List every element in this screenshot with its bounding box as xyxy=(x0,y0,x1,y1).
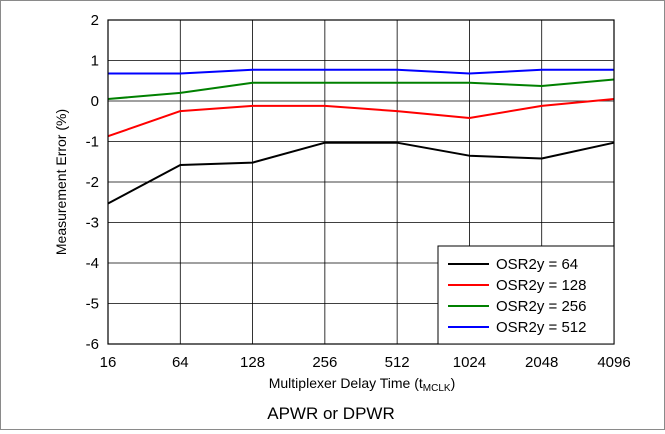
x-axis-title-subscript: MCLK xyxy=(423,383,451,394)
x-axis-title-end: ) xyxy=(451,375,456,391)
y-tick-label: -5 xyxy=(86,296,99,313)
y-tick-label: -1 xyxy=(86,134,99,151)
y-tick-label: 0 xyxy=(91,93,99,110)
x-axis-title: Multiplexer Delay Time (tMCLK) xyxy=(269,375,456,394)
x-tick-label: 2048 xyxy=(525,354,558,371)
y-tick-label: -6 xyxy=(86,336,99,353)
y-tick-label: -2 xyxy=(86,174,99,191)
series-line-4 xyxy=(108,68,614,75)
x-tick-labels: 16 64 128 256 512 1024 2048 4096 xyxy=(100,354,631,371)
y-tick-label: -4 xyxy=(86,255,99,272)
legend-label: OSR2y = 512 xyxy=(496,319,586,336)
series-lines xyxy=(107,68,615,205)
series-line-1 xyxy=(107,141,615,205)
legend-label: OSR2y = 128 xyxy=(496,277,586,294)
y-tick-label: -3 xyxy=(86,215,99,232)
x-tick-label: 256 xyxy=(312,354,337,371)
legend-label: OSR2y = 256 xyxy=(496,298,586,315)
legend: OSR2y = 64 OSR2y = 128 OSR2y = 256 OSR2y = … xyxy=(437,245,615,345)
plot-area-border xyxy=(107,19,615,345)
legend-label: OSR2y = 64 xyxy=(496,256,578,273)
x-tick-label: 4096 xyxy=(597,354,630,371)
x-tick-label: 1024 xyxy=(453,354,486,371)
y-tick-labels: 2 1 0 -1 -2 -3 -4 -5 -6 xyxy=(86,12,99,353)
series-line-2 xyxy=(107,98,615,138)
chart-caption: APWR or DPWR xyxy=(267,404,395,423)
y-tick-label: 1 xyxy=(91,53,99,70)
x-tick-label: 512 xyxy=(385,354,410,371)
x-axis-title-main: Multiplexer Delay Time (t xyxy=(269,375,423,391)
series-line-3 xyxy=(107,78,615,100)
x-tick-label: 128 xyxy=(240,354,265,371)
y-tick-label: 2 xyxy=(91,12,99,29)
x-tick-label: 16 xyxy=(100,354,117,371)
y-axis-title: Measurement Error (%) xyxy=(53,109,69,255)
x-tick-label: 64 xyxy=(172,354,189,371)
